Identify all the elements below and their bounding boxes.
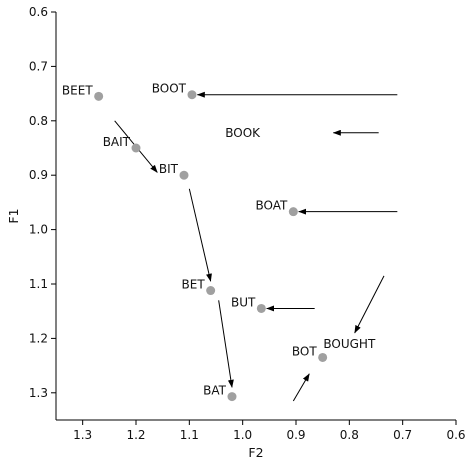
x-tick-label: 0.7 [393, 428, 412, 442]
data-point [187, 90, 197, 100]
point-label: BUT [231, 295, 256, 309]
x-tick-label: 0.6 [446, 428, 465, 442]
y-tick-label: 0.6 [29, 5, 48, 19]
y-tick-label: 0.7 [29, 59, 48, 73]
x-tick-label: 1.2 [126, 428, 145, 442]
y-tick-label: 0.9 [29, 168, 48, 182]
point-label: BEET [62, 83, 93, 97]
data-point [288, 207, 298, 217]
data-point [206, 286, 216, 296]
data-point [131, 143, 141, 153]
point-label: BET [182, 278, 206, 292]
arrow [292, 373, 310, 402]
y-tick-label: 1.1 [29, 277, 48, 291]
arrow [354, 275, 385, 334]
point-label: BOOT [152, 82, 187, 96]
point-label: BAIT [103, 135, 131, 149]
arrow [218, 300, 234, 388]
annotation-label: BOOK [225, 126, 261, 140]
x-tick-label: 1.0 [233, 428, 252, 442]
data-point [94, 91, 104, 101]
x-tick-label: 0.8 [340, 428, 359, 442]
x-tick-label: 1.1 [180, 428, 199, 442]
y-axis-label: F1 [6, 208, 21, 223]
point-label: BOAT [255, 199, 288, 213]
point-label: BIT [159, 162, 179, 176]
x-axis-label: F2 [248, 445, 263, 460]
data-point [256, 303, 266, 313]
x-tick-label: 0.9 [286, 428, 305, 442]
y-tick-label: 1.2 [29, 331, 48, 345]
y-tick-label: 1.0 [29, 223, 48, 237]
data-point [318, 352, 328, 362]
arrow [188, 188, 212, 282]
data-point [227, 392, 237, 402]
data-point [179, 170, 189, 180]
x-tick-label: 1.3 [73, 428, 92, 442]
point-label: BOT [292, 344, 317, 358]
y-tick-label: 0.8 [29, 114, 48, 128]
point-label: BAT [203, 384, 227, 398]
annotation-label: BOUGHT [323, 337, 376, 351]
y-tick-label: 1.3 [29, 386, 48, 400]
